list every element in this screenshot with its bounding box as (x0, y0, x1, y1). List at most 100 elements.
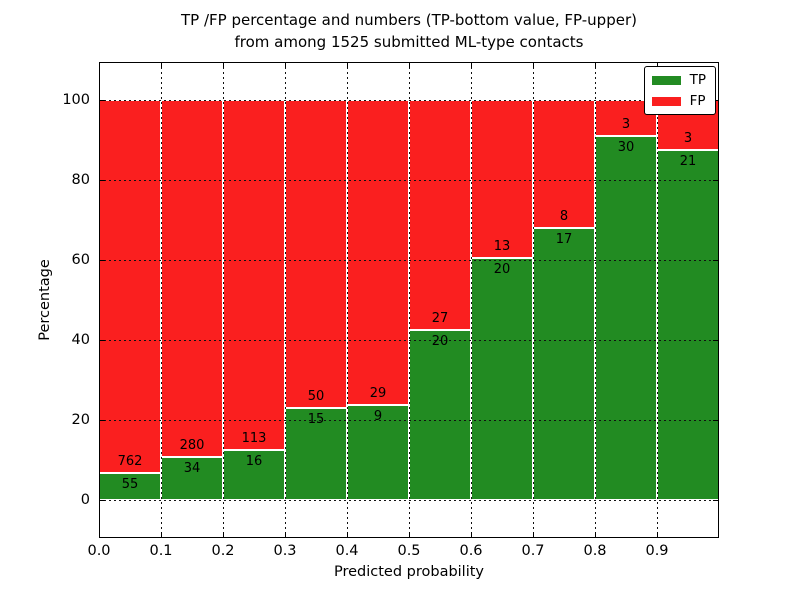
bar-count-label-fp: 8 (559, 209, 569, 224)
x-tick-label: 0.0 (87, 543, 111, 559)
v-gridline (595, 62, 596, 538)
v-gridline (471, 62, 472, 538)
legend-label-tp: TP (689, 72, 706, 88)
bar-count-label-tp: 30 (617, 140, 635, 156)
y-tick-mark (99, 499, 105, 501)
x-tick-label: 0.2 (211, 543, 235, 559)
bar-segment-tp (223, 450, 285, 500)
x-tick-mark (284, 532, 286, 538)
bar-count-label-tp: 20 (493, 261, 511, 277)
x-tick-label: 0.7 (521, 543, 545, 559)
bar-segment-fp (99, 100, 161, 474)
y-tick-label: 60 (71, 251, 90, 268)
bar-count-label-fp: 50 (307, 388, 325, 404)
x-tick-mark (98, 62, 100, 68)
bar-count-label-fp: 29 (369, 386, 387, 402)
plot-area: TP FP 762 55 280 34 113 16 50 15 29 9 27 20 13 20 8 17 3… (62, 62, 719, 559)
bar-count-label-fp: 762 (117, 454, 143, 470)
x-tick-mark (346, 532, 348, 538)
bar-segment-fp (161, 100, 223, 457)
x-tick-mark (656, 532, 658, 538)
bar-count-label-fp: 280 (179, 437, 205, 453)
bar-count-label-tp: 16 (245, 454, 263, 470)
y-tick-mark (713, 419, 719, 421)
y-tick-mark (713, 339, 719, 341)
legend-swatch-tp-icon (651, 75, 681, 85)
x-tick-mark (532, 532, 534, 538)
y-tick-label: 100 (62, 91, 90, 108)
x-tick-label: 0.3 (273, 543, 297, 559)
y-tick-label: 80 (71, 171, 90, 188)
bar-segment-fp (471, 100, 533, 258)
x-tick-label: 0.8 (583, 543, 607, 559)
x-tick-mark (408, 62, 410, 68)
bar-count-label-fp: 3 (683, 131, 693, 146)
v-gridline (533, 62, 534, 538)
y-tick-label: 0 (80, 491, 90, 508)
v-gridline (657, 62, 658, 538)
y-tick-mark (99, 259, 105, 261)
x-tick-mark (98, 532, 100, 538)
v-gridline (347, 62, 348, 538)
y-axis-label: Percentage (37, 259, 53, 341)
v-gridline (285, 62, 286, 538)
y-tick-mark (713, 179, 719, 181)
chart-title-line1: TP /FP percentage and numbers (TP-bottom… (181, 11, 637, 29)
chart-title-line2: from among 1525 submitted ML-type contac… (234, 33, 584, 51)
x-tick-label: 0.1 (149, 543, 173, 559)
x-tick-mark (284, 62, 286, 68)
bar-segment-fp (409, 100, 471, 330)
x-tick-label: 0.9 (645, 543, 669, 559)
legend-swatch-fp-icon (651, 96, 681, 106)
y-tick-label: 40 (71, 331, 90, 348)
bar-segment-tp (657, 150, 719, 500)
y-tick-mark (713, 99, 719, 101)
bar-segment-fp (223, 100, 285, 451)
chart-title: TP /FP percentage and numbers (TP-bottom… (99, 9, 719, 53)
bar-count-label-tp: 15 (307, 411, 325, 427)
x-tick-mark (346, 62, 348, 68)
bar-segment-tp (471, 257, 533, 500)
x-tick-mark (532, 62, 534, 68)
x-tick-mark (222, 532, 224, 538)
legend: TP FP (643, 66, 716, 115)
y-tick-mark (99, 99, 105, 101)
v-gridline (223, 62, 224, 538)
y-tick-mark (99, 179, 105, 181)
v-gridline (409, 62, 410, 538)
bar-segment-tp (409, 329, 471, 500)
x-tick-mark (408, 532, 410, 538)
y-tick-mark (713, 499, 719, 501)
x-tick-label: 0.4 (335, 543, 359, 559)
x-tick-mark (160, 532, 162, 538)
bar-count-label-tp: 9 (373, 409, 383, 425)
bar-segment-fp (347, 100, 409, 406)
bar-segment-tp (595, 136, 657, 500)
bar-count-label-fp: 13 (493, 238, 511, 254)
bar-segment-tp (285, 407, 347, 500)
v-gridline (161, 62, 162, 538)
bar-count-label-fp: 113 (241, 431, 267, 447)
bar-count-label-tp: 20 (431, 333, 449, 349)
y-tick-mark (713, 259, 719, 261)
x-tick-label: 0.6 (459, 543, 483, 559)
x-tick-mark (470, 62, 472, 68)
bar-count-label-tp: 34 (183, 460, 201, 476)
x-tick-label: 0.5 (397, 543, 421, 559)
bar-segment-tp (533, 228, 595, 500)
bar-segment-fp (285, 100, 347, 408)
y-tick-label: 20 (71, 411, 90, 428)
y-tick-mark (99, 419, 105, 421)
x-tick-mark (470, 532, 472, 538)
x-tick-mark (656, 62, 658, 68)
y-tick-mark (99, 339, 105, 341)
legend-label-fp: FP (689, 93, 706, 109)
x-tick-mark (594, 532, 596, 538)
bar-count-label-tp: 17 (555, 232, 573, 247)
bar-count-label-fp: 27 (431, 310, 449, 326)
x-tick-mark (222, 62, 224, 68)
bar-count-label-tp: 55 (121, 477, 139, 493)
bar-count-label-fp: 3 (621, 117, 631, 133)
x-axis-label: Predicted probability (333, 564, 485, 580)
